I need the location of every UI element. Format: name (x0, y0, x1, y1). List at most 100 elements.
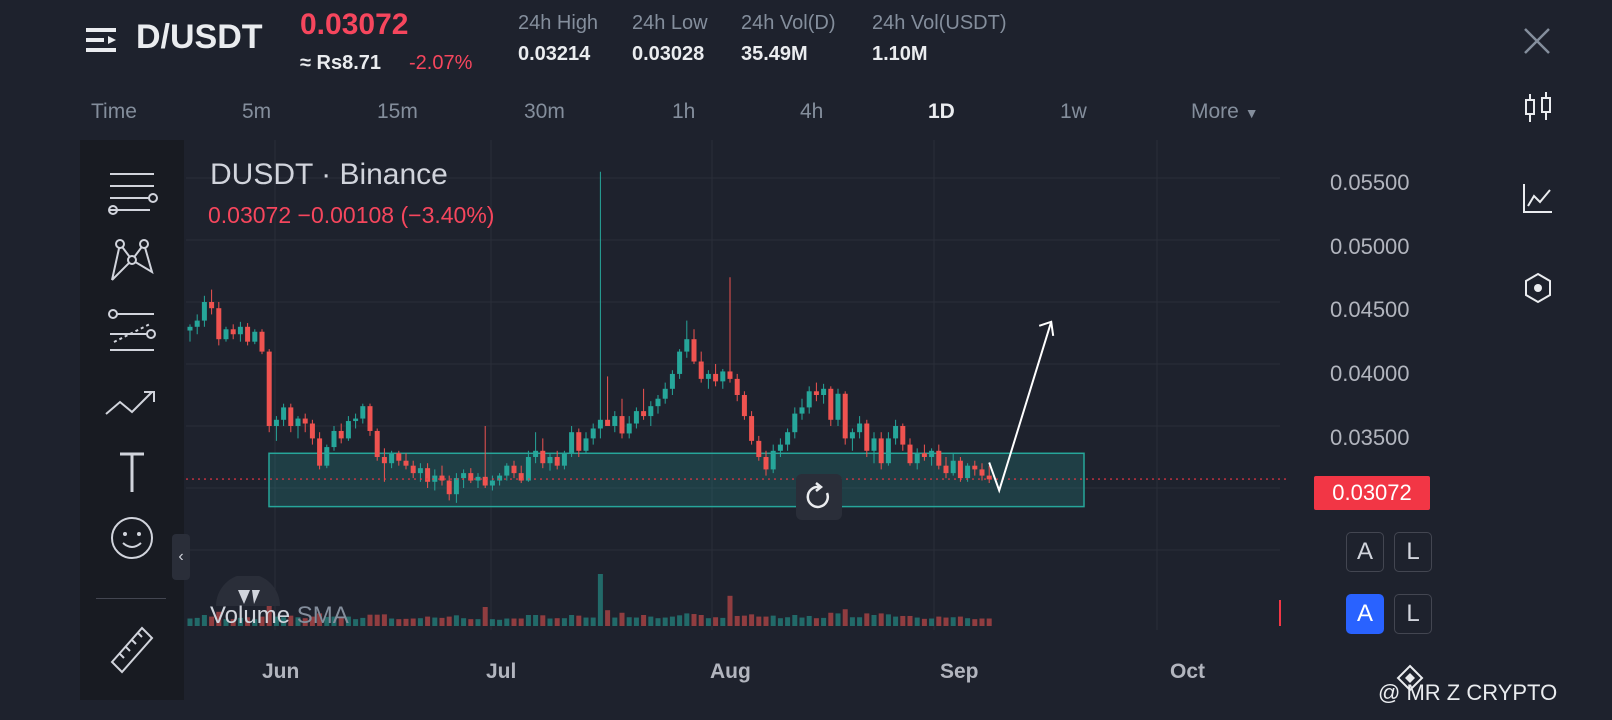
collapse-toolbar-button[interactable]: ‹ (172, 534, 190, 580)
volume-bar (792, 615, 798, 626)
volume-bar (698, 615, 704, 626)
volume-bar (317, 613, 323, 626)
candle-body (986, 475, 992, 480)
volume-bar (259, 616, 265, 626)
tab-time[interactable]: Time (91, 100, 137, 123)
volume-bar (302, 618, 308, 626)
volume-bar (763, 616, 769, 626)
y-tick-label: 0.05000 (1330, 234, 1410, 259)
lines-icon[interactable] (100, 164, 164, 220)
projection-arrowhead (1038, 320, 1055, 336)
tradingview-logo (216, 576, 280, 606)
candle-body (972, 465, 978, 470)
volume-bar (425, 616, 431, 626)
volume-bar (799, 617, 805, 626)
tab-15m[interactable]: 15m (377, 100, 418, 123)
candle-body (266, 351, 272, 426)
volume-bar (209, 616, 215, 626)
volume-bar (353, 619, 359, 626)
volume-bar (389, 618, 395, 626)
watermark-label: @ MR Z CRYPTO (1378, 680, 1558, 705)
volume-bar (691, 614, 697, 626)
candle-body (403, 460, 409, 466)
close-icon[interactable] (1522, 26, 1552, 56)
candle-body (338, 430, 344, 439)
tab-1w[interactable]: 1w (1060, 100, 1087, 123)
tab-4h[interactable]: 4h (800, 100, 824, 123)
candle-body (554, 457, 560, 466)
volume-bar (720, 617, 726, 626)
candle-body (497, 475, 503, 481)
stat-label: 24h Vol(USDT) (872, 12, 1007, 34)
candle-body (381, 457, 387, 464)
volume-log-scale-button[interactable]: L (1394, 594, 1432, 634)
candle-body (569, 432, 575, 454)
volume-bar (309, 616, 315, 626)
candle-body (734, 378, 740, 395)
volume-bar (345, 616, 351, 626)
candle-body (741, 395, 747, 417)
volume-bar (842, 609, 848, 626)
candle-body (576, 432, 582, 451)
candles-icon[interactable] (1520, 90, 1556, 126)
trend-icon[interactable] (100, 374, 164, 430)
volume-auto-scale-button[interactable]: A (1346, 594, 1384, 634)
settings-hex-icon[interactable] (1520, 270, 1556, 306)
auto-scale-button[interactable]: A (1346, 532, 1384, 572)
volume-bar (245, 617, 251, 626)
volume-bar (396, 619, 402, 626)
volume-legend: Volume SMA (210, 602, 349, 630)
candle-body (720, 371, 726, 382)
candle-body (648, 406, 654, 417)
volume-bar (633, 617, 639, 626)
volume-bar (777, 618, 783, 626)
volume-bar (237, 617, 243, 626)
ruler-icon[interactable] (100, 618, 164, 674)
candle-body (259, 331, 265, 352)
log-scale-button[interactable]: L (1394, 532, 1432, 572)
candle-body (669, 373, 675, 389)
tab-1d[interactable]: 1D (928, 100, 955, 123)
fib-icon[interactable] (100, 304, 164, 360)
candle-body (345, 421, 351, 439)
candle-body (684, 339, 690, 352)
volume-bar (547, 618, 553, 626)
volume-bar (828, 612, 834, 626)
volume-bar (871, 615, 877, 626)
tab-30m[interactable]: 30m (524, 100, 565, 123)
pattern-icon[interactable] (100, 234, 164, 290)
indicator-icon[interactable] (1520, 180, 1556, 216)
tab-5m[interactable]: 5m (242, 100, 272, 123)
candle-body (187, 326, 193, 331)
tab-more[interactable]: More ▼ (1191, 100, 1259, 124)
volume-bar (921, 618, 927, 626)
tab-more-label: More (1191, 100, 1239, 123)
candle-body (921, 453, 927, 457)
volume-bar (641, 615, 647, 626)
text-icon[interactable] (100, 444, 164, 500)
candle-body (950, 460, 956, 474)
candle-body (518, 473, 524, 481)
stat-label: 24h High (518, 12, 599, 34)
pair-title[interactable]: D/USDT (136, 18, 263, 56)
chart-area[interactable] (80, 140, 1466, 700)
volume-bar (569, 615, 575, 626)
last-price: 0.03072 (300, 8, 409, 41)
volume-bar (943, 617, 949, 626)
candle-body (770, 450, 776, 470)
menu-icon[interactable] (86, 26, 120, 54)
volume-bar (705, 618, 711, 626)
reset-chart-button[interactable] (796, 474, 842, 520)
emoji-icon[interactable] (100, 510, 164, 566)
candle-body (626, 423, 632, 434)
stat-24h-low: 24h Low 0.03028 (632, 12, 708, 66)
candle-body (979, 469, 985, 476)
candle-body (705, 373, 711, 379)
volume-bar (821, 617, 827, 626)
candle-body (878, 438, 884, 464)
volume-bar (266, 601, 272, 626)
candle-body (698, 361, 704, 379)
drawing-toolbar (80, 140, 184, 700)
tab-1h[interactable]: 1h (672, 100, 696, 123)
